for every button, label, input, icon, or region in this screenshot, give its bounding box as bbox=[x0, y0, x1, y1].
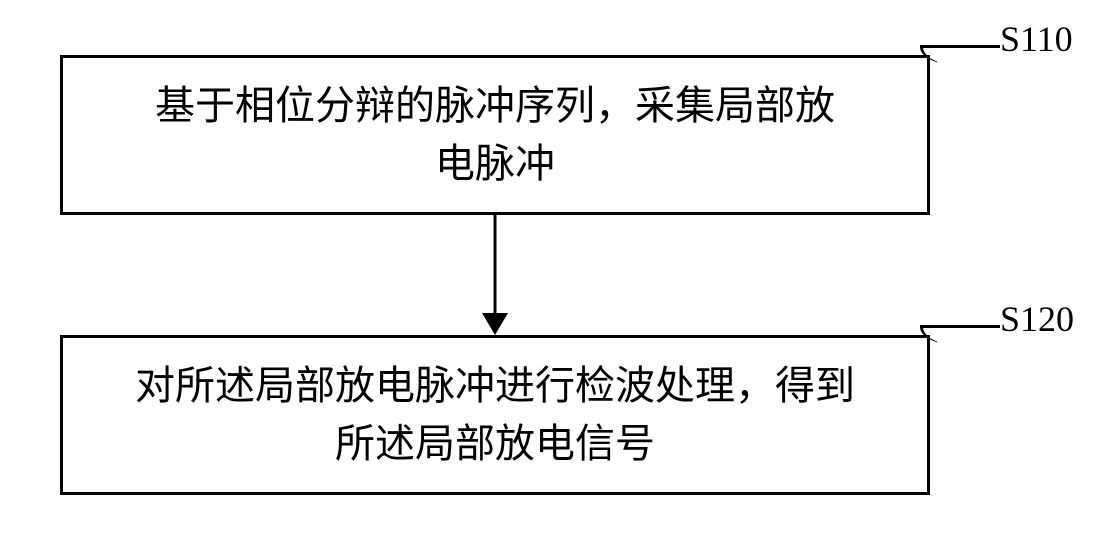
flowchart-arrow-s110-s120 bbox=[482, 215, 508, 335]
flowchart-node-s110: 基于相位分辩的脉冲序列，采集局部放 电脉冲 bbox=[60, 55, 930, 215]
arrow-head-icon bbox=[482, 313, 508, 335]
node-text-line2: 所述局部放电信号 bbox=[335, 421, 655, 466]
callout-line-s110 bbox=[920, 45, 1000, 67]
node-text-line2: 电脉冲 bbox=[435, 141, 555, 186]
node-text-line1: 对所述局部放电脉冲进行检波处理，得到 bbox=[135, 363, 855, 408]
flowchart-canvas: 基于相位分辩的脉冲序列，采集局部放 电脉冲 S110 对所述局部放电脉冲进行检波… bbox=[0, 0, 1104, 548]
step-label-s110: S110 bbox=[1000, 18, 1073, 60]
node-text: 基于相位分辩的脉冲序列，采集局部放 电脉冲 bbox=[155, 77, 835, 193]
node-text: 对所述局部放电脉冲进行检波处理，得到 所述局部放电信号 bbox=[135, 357, 855, 473]
step-label-s120: S120 bbox=[1000, 298, 1074, 340]
flowchart-node-s120: 对所述局部放电脉冲进行检波处理，得到 所述局部放电信号 bbox=[60, 335, 930, 495]
node-text-line1: 基于相位分辩的脉冲序列，采集局部放 bbox=[155, 83, 835, 128]
callout-line-s120 bbox=[920, 325, 1000, 347]
